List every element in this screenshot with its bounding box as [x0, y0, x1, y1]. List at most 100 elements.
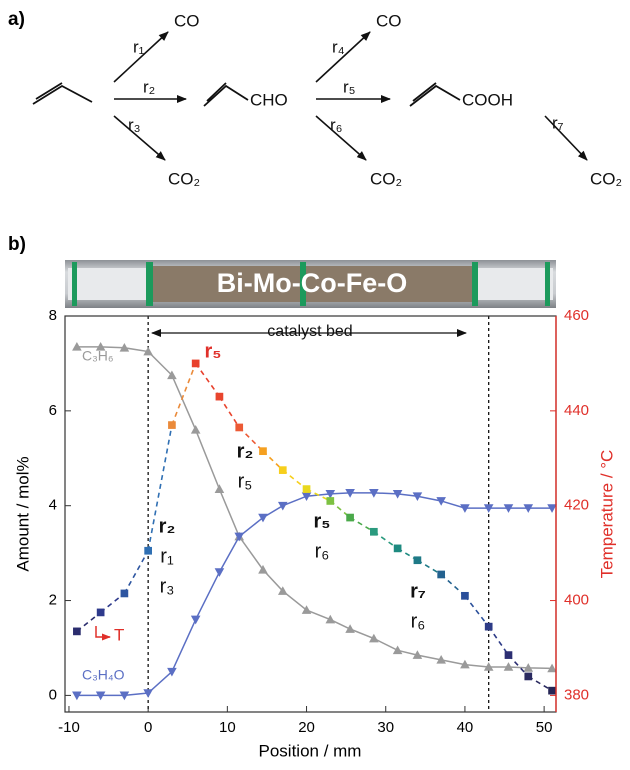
square-marker: [235, 423, 244, 432]
triangle-down-marker: [412, 492, 423, 502]
square-marker: [73, 627, 81, 636]
product: CHO: [250, 90, 288, 109]
triangle-up-marker: [72, 342, 82, 351]
triangle-down-marker: [369, 489, 379, 498]
square-marker: [393, 544, 402, 553]
triangle-down-marker: [277, 501, 288, 511]
triangle-down-marker: [214, 568, 225, 577]
triangle-down-marker: [483, 504, 494, 513]
y2-tick-label: 460: [564, 307, 589, 324]
temperature-segment: [527, 675, 553, 692]
triangle-down-marker: [460, 504, 470, 513]
temperature-segment: [417, 559, 442, 576]
x-axis-label: Position / mm: [259, 741, 362, 760]
square-marker: [326, 497, 335, 505]
triangle-down-marker: [325, 490, 336, 499]
temperature-segment: [195, 362, 221, 398]
triangle-down-marker: [258, 513, 268, 523]
temperature-segment: [464, 595, 490, 628]
triangle-up-marker: [301, 605, 312, 614]
square-marker: [461, 591, 469, 600]
series-label: C₃H₄O: [82, 667, 125, 683]
reaction-annotation: r₅: [238, 470, 253, 492]
reaction-annotation: r₆: [315, 540, 330, 562]
square-marker: [191, 359, 200, 368]
x-tick-label: -10: [58, 719, 80, 736]
y-tick-label: 0: [49, 686, 57, 703]
square-marker: [484, 622, 493, 631]
triangle-up-marker: [523, 663, 534, 672]
temperature-segment: [171, 363, 197, 426]
panel-label: a): [8, 9, 25, 30]
x-tick-label: 50: [536, 719, 553, 736]
arrow: [544, 115, 588, 161]
series-line: [76, 346, 553, 670]
y-tick-label: 4: [49, 497, 57, 514]
square-marker: [259, 447, 267, 456]
temperature-segment: [123, 550, 149, 594]
rate-label: r₇: [552, 113, 564, 132]
arrow: [315, 31, 371, 83]
rate-label: r₁: [133, 37, 145, 56]
y2-tick-label: 380: [564, 686, 589, 703]
temperature-segment: [238, 426, 264, 452]
triangle-down-marker: [234, 532, 245, 542]
triangle-down-marker: [72, 691, 82, 701]
acrolein-structure: [203, 82, 249, 107]
catalyst-bed-label: catalyst bed: [267, 323, 352, 340]
square-marker: [144, 546, 152, 555]
y-tick-label: 2: [49, 592, 57, 609]
triangle-down-marker: [167, 667, 177, 677]
reaction-annotation: r₂: [237, 440, 254, 462]
triangle-up-marker: [483, 662, 494, 671]
square-marker: [278, 466, 287, 474]
marker: [300, 262, 306, 306]
reaction-annotation: r₂: [159, 515, 176, 537]
quartz-wool: [478, 268, 553, 300]
square-marker: [346, 513, 354, 522]
marker: [146, 262, 153, 306]
reaction-annotation: r₅: [314, 510, 331, 532]
y2-axis-label: Temperature / °C: [597, 450, 616, 579]
triangle-down-marker: [95, 691, 106, 701]
triangle-down-marker: [190, 615, 201, 625]
reaction-annotation: r₁: [160, 545, 174, 567]
x-tick-label: 40: [457, 719, 474, 736]
arrow: [113, 115, 166, 161]
square-marker: [548, 686, 556, 695]
arrow: [113, 31, 169, 83]
marker: [72, 262, 77, 306]
square-marker: [370, 527, 378, 536]
triangle-down-marker: [503, 504, 514, 513]
reaction-annotation: r₃: [160, 575, 175, 597]
square-marker: [524, 672, 533, 681]
triangle-down-marker: [143, 689, 153, 698]
triangle-down-marker: [345, 489, 355, 498]
x-tick-label: 20: [298, 719, 315, 736]
triangle-down-marker: [301, 492, 312, 502]
square-marker: [120, 589, 129, 598]
x-tick-label: 10: [219, 719, 236, 736]
triangle-up-marker: [412, 650, 423, 659]
panel-label: b): [8, 234, 26, 255]
triangle-up-marker: [392, 645, 403, 655]
rate-label: r₆: [330, 115, 343, 134]
rate-label: r₂: [143, 77, 155, 96]
marker: [472, 262, 478, 306]
triangle-down-marker: [523, 504, 534, 513]
triangle-up-marker: [190, 425, 201, 434]
product: CO: [174, 11, 200, 30]
rate-label: r₃: [128, 115, 141, 134]
triangle-up-marker: [547, 663, 557, 673]
reaction-annotation: r₆: [411, 610, 426, 632]
triangle-up-marker: [143, 346, 153, 356]
square-marker: [302, 485, 311, 493]
product: COOH: [462, 90, 513, 109]
marker: [545, 262, 550, 306]
y-tick-label: 8: [49, 307, 57, 324]
square-marker: [168, 421, 176, 429]
acrylic-acid-structure: [409, 82, 461, 107]
rate-label: r₄: [332, 37, 345, 56]
x-tick-label: 30: [377, 719, 394, 736]
y2-tick-label: 440: [564, 402, 589, 419]
